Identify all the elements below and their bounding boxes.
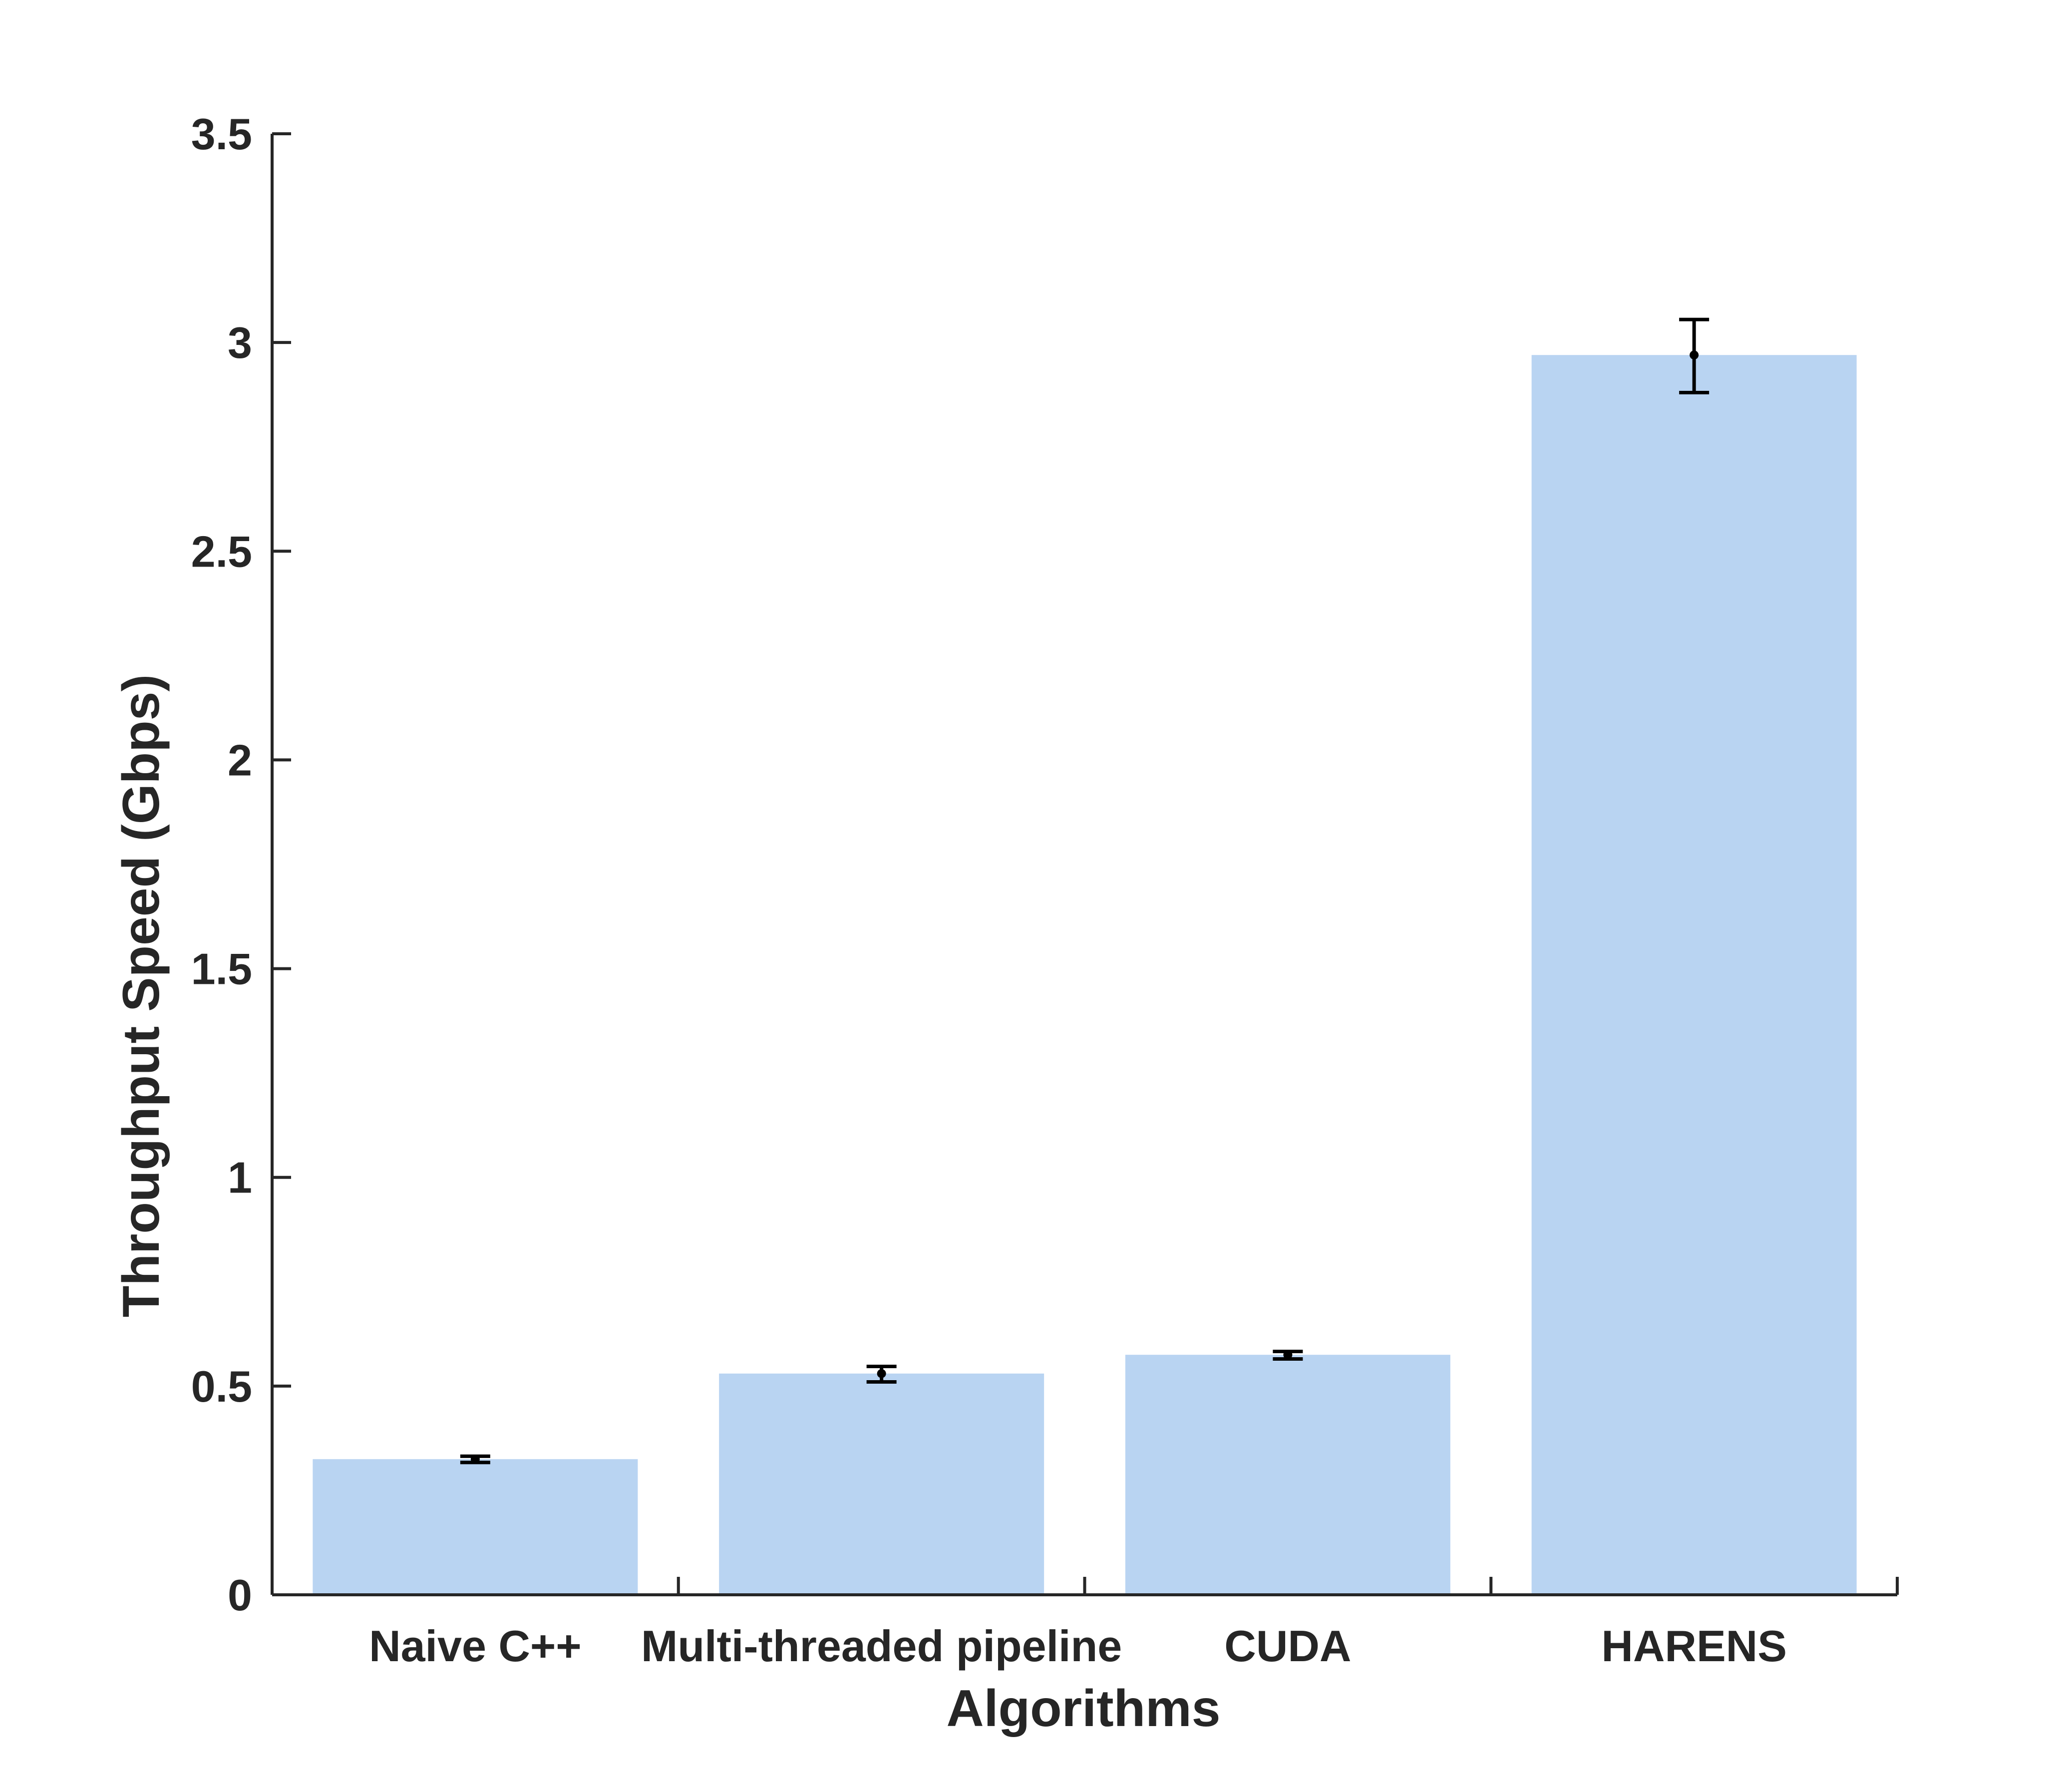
y-tick-label: 0 <box>228 1570 252 1620</box>
x-tick-label: HARENS <box>1601 1621 1787 1671</box>
x-tick-label: Naive C++ <box>369 1621 582 1671</box>
axes-group <box>271 132 1899 1596</box>
error-bar <box>1273 1349 1303 1361</box>
bar-cuda <box>1125 1355 1450 1595</box>
tick-labels-group: 0 0.5 1 1.5 2 2.5 3 3.5 Naive C++ Multi-threaded … <box>191 109 1787 1671</box>
mean-marker <box>1283 1350 1293 1360</box>
y-tick-label: 0.5 <box>191 1362 252 1411</box>
x-axis-title: Algorithms <box>947 1680 1221 1738</box>
bar-harens <box>1531 355 1857 1595</box>
y-axis-title: Throughput Speed (Gbps) <box>112 674 170 1317</box>
x-tick-label: Multi-threaded pipeline <box>641 1621 1122 1671</box>
y-tick-label: 3.5 <box>191 109 252 159</box>
y-tick-label: 3 <box>228 318 252 367</box>
mean-marker <box>1690 350 1699 360</box>
x-tick-label: CUDA <box>1224 1621 1351 1671</box>
bar-multi-threaded-pipeline <box>719 1373 1044 1595</box>
y-tick-label: 2.5 <box>191 527 252 576</box>
y-tick-label: 2 <box>228 735 252 785</box>
error-bar <box>866 1365 897 1384</box>
error-bars-group <box>460 317 1710 1465</box>
bar-naive-c <box>313 1459 638 1595</box>
mean-marker <box>877 1369 886 1378</box>
mean-marker <box>470 1455 480 1464</box>
error-bar <box>460 1454 490 1465</box>
y-tick-label: 1.5 <box>191 944 252 994</box>
bars-group <box>313 355 1857 1595</box>
error-bar <box>1679 317 1710 394</box>
y-tick-label: 1 <box>228 1153 252 1202</box>
